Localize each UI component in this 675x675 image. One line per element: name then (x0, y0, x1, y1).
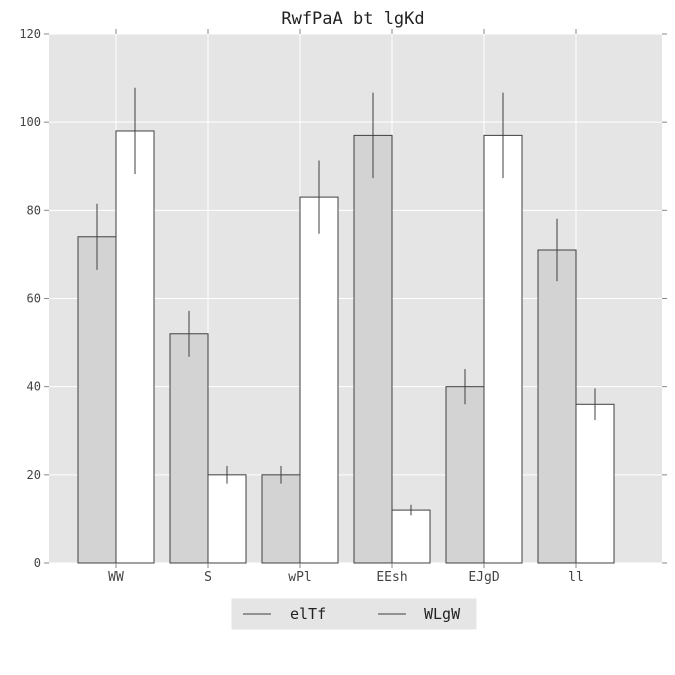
y-tick-label: 0 (34, 556, 41, 570)
bar-elTf-WW (78, 237, 116, 563)
bar-elTf-EJgD (446, 387, 484, 563)
chart-title: RwfPaA bt lgKd (281, 9, 424, 29)
bar-elTf-ll (538, 250, 576, 563)
y-tick-label: 20 (27, 468, 41, 482)
legend-label-WLgW: WLgW (424, 605, 461, 623)
bar-elTf-wPl (262, 475, 300, 563)
y-tick-label: 40 (27, 380, 41, 394)
x-tick-label: EJgD (468, 570, 499, 585)
x-tick-label: S (204, 570, 212, 585)
bar-WLgW-wPl (300, 197, 338, 563)
y-tick-label: 100 (19, 115, 41, 129)
bar-WLgW-EEsh (392, 510, 430, 563)
x-tick-label: EEsh (376, 570, 407, 585)
x-tick-label: ll (568, 570, 584, 585)
bar-WLgW-WW (116, 131, 154, 563)
y-tick-label: 120 (19, 27, 41, 41)
bar-elTf-S (170, 334, 208, 563)
x-tick-label: WW (108, 570, 124, 585)
bar-elTf-EEsh (354, 135, 392, 563)
bar-WLgW-EJgD (484, 135, 522, 563)
bar-WLgW-S (208, 475, 246, 563)
bar-WLgW-ll (576, 404, 614, 563)
x-tick-label: wPl (288, 570, 311, 585)
y-tick-label: 60 (27, 292, 41, 306)
legend: elTf WLgW (231, 598, 477, 630)
legend-label-elTf: elTf (290, 605, 326, 623)
y-tick-label: 80 (27, 203, 41, 217)
